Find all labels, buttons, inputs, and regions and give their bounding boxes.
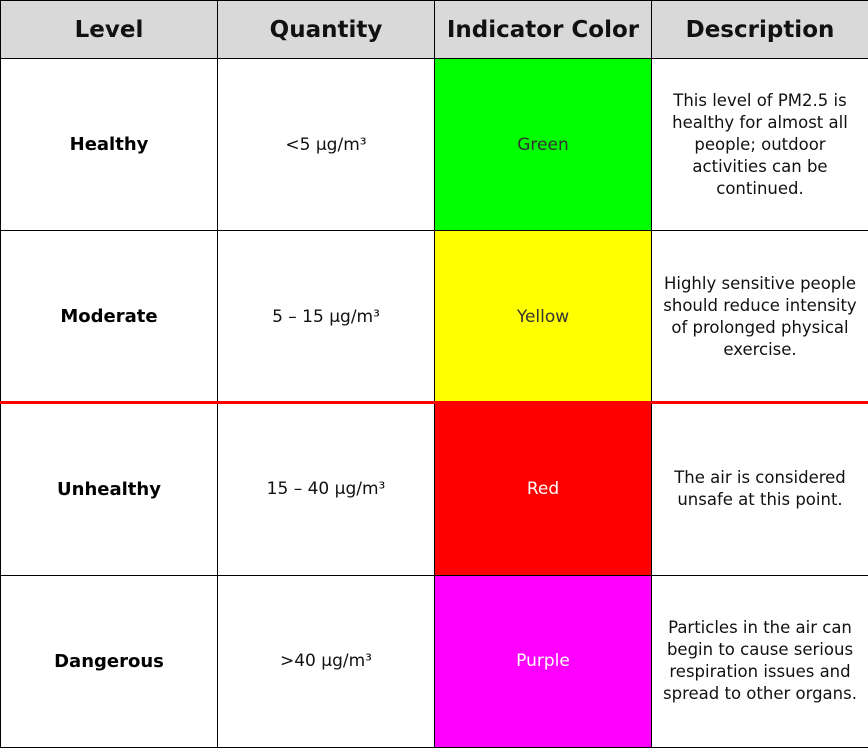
indicator-color-cell: Purple [434, 574, 652, 748]
level-cell: Moderate [0, 230, 218, 404]
description-cell: This level of PM2.5 is healthy for almos… [651, 57, 868, 232]
header-quantity: Quantity [217, 0, 435, 59]
indicator-color-cell: Green [434, 57, 652, 232]
quantity-cell: 15 – 40 µg/m³ [217, 402, 435, 576]
level-cell: Unhealthy [0, 402, 218, 576]
table-row: Healthy <5 µg/m³ Green This level of PM2… [0, 57, 868, 232]
quantity-cell: 5 – 15 µg/m³ [217, 230, 435, 404]
quantity-cell: >40 µg/m³ [217, 574, 435, 748]
header-indicator-color: Indicator Color [434, 0, 652, 59]
description-cell: Particles in the air can begin to cause … [651, 574, 868, 748]
description-cell: The air is considered unsafe at this poi… [651, 402, 868, 576]
level-cell: Dangerous [0, 574, 218, 748]
table-row: Moderate 5 – 15 µg/m³ Yellow Highly sens… [0, 230, 868, 404]
table-row: Dangerous >40 µg/m³ Purple Particles in … [0, 574, 868, 748]
header-level: Level [0, 0, 218, 59]
indicator-color-cell: Yellow [434, 230, 652, 404]
table-row: Unhealthy 15 – 40 µg/m³ Red The air is c… [0, 402, 868, 576]
header-description: Description [651, 0, 868, 59]
level-cell: Healthy [0, 57, 218, 232]
indicator-color-cell: Red [434, 402, 652, 576]
header-row: Level Quantity Indicator Color Descripti… [0, 0, 868, 59]
description-cell: Highly sensitive people should reduce in… [651, 230, 868, 404]
quantity-cell: <5 µg/m³ [217, 57, 435, 232]
